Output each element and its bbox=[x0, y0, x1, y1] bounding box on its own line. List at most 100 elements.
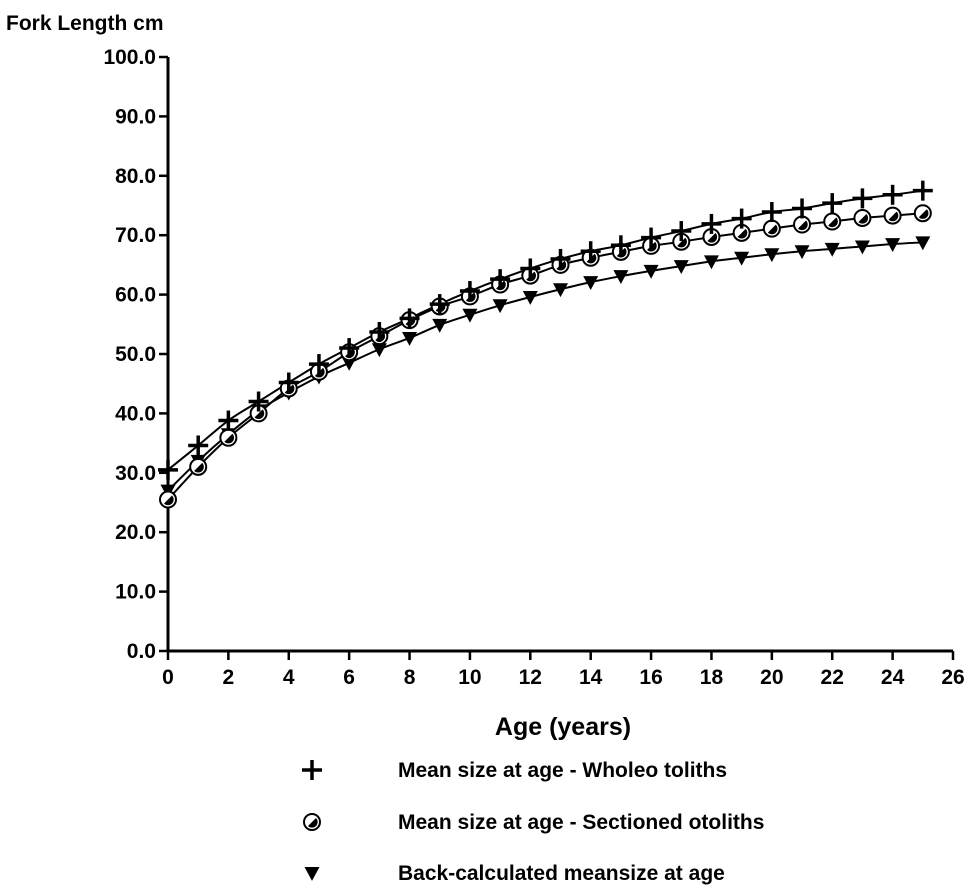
x-axis-title: Age (years) bbox=[495, 713, 631, 741]
series-1-point bbox=[672, 232, 691, 251]
x-tick-label: 18 bbox=[700, 666, 724, 689]
series-0-point bbox=[550, 248, 571, 269]
y-tick-label: 10.0 bbox=[115, 581, 156, 604]
series-0-point bbox=[792, 198, 813, 219]
circle-marker-fill bbox=[798, 220, 808, 231]
series-1-point bbox=[702, 227, 721, 246]
circle-marker-fill bbox=[828, 217, 838, 228]
series-0-point bbox=[641, 227, 662, 248]
series-0-point bbox=[882, 184, 903, 205]
series-2-point bbox=[432, 318, 448, 333]
series-0-point bbox=[399, 308, 420, 329]
series-0-point bbox=[580, 241, 601, 262]
legend-symbol-circle bbox=[303, 813, 321, 831]
y-tick-label: 20.0 bbox=[115, 521, 156, 544]
series-0-point bbox=[912, 180, 933, 201]
circle-marker-fill bbox=[224, 433, 235, 444]
series-1-point bbox=[913, 204, 932, 223]
series-2-point bbox=[522, 290, 538, 305]
series-2-point bbox=[915, 236, 931, 251]
data-markers bbox=[158, 180, 933, 509]
y-tick-label: 50.0 bbox=[115, 343, 156, 366]
series-0-point bbox=[610, 235, 631, 256]
circle-marker-fill bbox=[767, 224, 778, 235]
series-0-point bbox=[459, 281, 480, 302]
series-1-curve bbox=[167, 212, 923, 501]
legend: Mean size at age - Wholeo toliths Mean si… bbox=[302, 759, 764, 885]
series-0-point bbox=[852, 188, 873, 209]
series-1-point bbox=[853, 208, 872, 227]
x-tick-label: 6 bbox=[343, 666, 355, 689]
series-0-point bbox=[761, 202, 782, 223]
x-tick-label: 22 bbox=[821, 666, 844, 689]
series-2-point bbox=[824, 242, 840, 257]
fitted-curves bbox=[167, 189, 923, 501]
series-0-point bbox=[701, 213, 722, 234]
y-tick-label: 80.0 bbox=[115, 165, 156, 188]
x-tick-label: 8 bbox=[404, 666, 416, 689]
y-tick-label: 100.0 bbox=[103, 46, 156, 69]
series-2-point bbox=[854, 240, 870, 255]
circle-marker-fill bbox=[677, 237, 687, 248]
x-tick-label: 2 bbox=[223, 666, 235, 689]
series-2-curve bbox=[167, 241, 923, 492]
y-tick-label: 0.0 bbox=[127, 640, 156, 663]
series-0-point bbox=[158, 459, 178, 480]
y-tick-label: 60.0 bbox=[115, 284, 156, 307]
circle-marker-fill bbox=[194, 462, 204, 473]
circle-marker-fill bbox=[707, 232, 718, 243]
legend-label: Mean size at age - Sectioned otoliths bbox=[398, 811, 764, 834]
series-2-point bbox=[885, 238, 901, 252]
series-2-point bbox=[794, 245, 810, 260]
legend-symbol-plus bbox=[302, 760, 322, 780]
series-2-point bbox=[734, 251, 750, 266]
x-tick-label: 26 bbox=[941, 666, 964, 689]
series-2-point bbox=[764, 248, 780, 263]
series-1-point bbox=[883, 206, 902, 225]
y-tick-label: 70.0 bbox=[115, 224, 156, 247]
circle-marker-fill bbox=[308, 818, 318, 828]
series-0-point bbox=[188, 435, 209, 456]
series-1-point bbox=[793, 215, 812, 234]
circle-marker-fill bbox=[858, 213, 869, 224]
y-tick-label: 30.0 bbox=[115, 462, 156, 485]
series-1-point bbox=[823, 212, 842, 231]
series-2-point bbox=[613, 270, 629, 285]
series-2-point bbox=[402, 331, 418, 346]
series-0-point bbox=[671, 221, 692, 242]
series-0-point bbox=[218, 410, 239, 431]
series-1-point bbox=[219, 428, 238, 447]
series-2-point bbox=[371, 343, 387, 358]
circle-marker-fill bbox=[164, 495, 174, 506]
x-tick-label: 20 bbox=[760, 666, 783, 689]
series-2-point bbox=[462, 308, 478, 323]
x-tick-label: 10 bbox=[458, 666, 481, 689]
series-2-point bbox=[553, 283, 568, 298]
series-0-point bbox=[822, 193, 843, 214]
x-tick-label: 16 bbox=[639, 666, 662, 689]
series-0-point bbox=[490, 269, 511, 290]
x-tick-label: 12 bbox=[519, 666, 542, 689]
legend-label: Mean size at age - Wholeo toliths bbox=[398, 759, 727, 782]
series-0-point bbox=[278, 372, 299, 393]
y-axis-title: Fork Length cm bbox=[6, 12, 164, 35]
series-2-point bbox=[673, 260, 689, 274]
series-0-point bbox=[429, 294, 450, 315]
series-2-point bbox=[643, 264, 659, 279]
series-0-point bbox=[248, 391, 269, 412]
x-tick-label: 0 bbox=[162, 666, 174, 689]
legend-symbol-triangle-down bbox=[304, 867, 320, 881]
series-2-point bbox=[583, 276, 599, 291]
axes: 0.0 10.0 20.0 30.0 40.0 50.0 60.0 70.0 80.0 90.0 1… bbox=[103, 46, 964, 689]
y-tick-label: 40.0 bbox=[115, 402, 156, 425]
circle-marker-fill bbox=[918, 209, 929, 219]
series-2-point bbox=[492, 299, 508, 314]
series-1-point bbox=[159, 490, 177, 509]
series-0-point bbox=[339, 338, 360, 359]
x-tick-label: 4 bbox=[283, 666, 295, 689]
y-tick-label: 90.0 bbox=[115, 105, 156, 128]
circle-marker-fill bbox=[254, 409, 265, 420]
x-tick-label: 14 bbox=[579, 666, 603, 689]
series-1-point bbox=[762, 219, 781, 238]
